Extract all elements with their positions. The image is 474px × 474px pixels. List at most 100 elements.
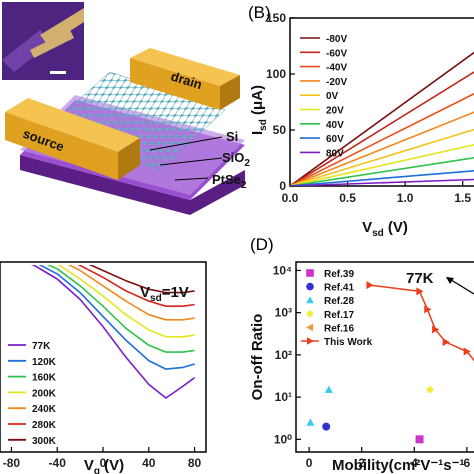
panel-d-marker-triangle-right [424, 305, 432, 314]
panel-d-legend-label: Ref.16 [324, 323, 354, 334]
panel-b-xticks: 0.0 0.5 1.0 1.5 [282, 181, 471, 205]
panel-c-series-line [88, 265, 195, 294]
panel-d-xtick-label: 6 [464, 456, 471, 470]
panel-b-xlabel: Vsd (V) [362, 219, 408, 239]
panel-b-series-line [290, 71, 474, 186]
panel-c-legend-label: 280K [32, 420, 57, 431]
panel-d-frame [295, 261, 474, 453]
panel-c-legend-label: 240K [32, 404, 57, 415]
panel-d-legend-label: Ref.41 [324, 283, 354, 294]
panel-b-legend-label: -40V [326, 63, 347, 74]
panel-b-series-line [290, 178, 474, 186]
panel-b-letter-visible: (B) [248, 3, 271, 22]
panel-b-series-line [290, 51, 474, 186]
panel-d-marker-triangle-right [366, 281, 374, 290]
panel-b-yticks: 0 50 100 150 [266, 11, 295, 193]
panel-d-marker-triangle-right [432, 325, 440, 334]
ptse2-leader [174, 177, 209, 181]
panel-d-marker-square [306, 269, 314, 277]
panel-d-legend-label: Ref.17 [324, 310, 354, 321]
sio2-leader [159, 157, 223, 166]
panel-d-ytick-label: 10² [275, 348, 292, 362]
panel-d-marker-triangle-right [463, 347, 471, 356]
panel-d-points [306, 281, 474, 444]
panel-d-marker-triangle-up [306, 296, 314, 304]
si-label: Si [226, 129, 238, 144]
panel-d-marker-triangle-up [324, 385, 333, 393]
panel-d-yticks: 10⁰ 10¹ 10² 10³ 10⁴ [273, 263, 301, 446]
panel-c-xticks: -80 -40 0 40 80 [3, 447, 202, 470]
panel-d-marker-circle [306, 282, 314, 291]
panel-d-series-line [369, 284, 474, 362]
drain-electrode [130, 48, 240, 110]
si-leader [149, 136, 223, 151]
panel-d-marker-triangle-left [306, 323, 314, 332]
panel-c-legend-label: 120K [32, 357, 57, 368]
panel-d-marker-diamond [306, 310, 314, 318]
panel-d-xtick-label: 4 [411, 456, 418, 470]
panel-c-series-line [30, 265, 196, 399]
panel-d-marker-square [415, 435, 424, 444]
ptse2-substrate-side [20, 155, 245, 215]
panel-b-xtick-label: 0.5 [339, 191, 356, 205]
panel-d-xtick-label: 2 [358, 456, 365, 470]
panel-d-legend-label: This Work [324, 337, 373, 348]
panel-d-xtick-label: 0 [306, 456, 313, 470]
panel-d-legend: Ref.39 Ref.41 Ref.28 Ref.17 Ref.16 This Work [301, 269, 373, 348]
panel-b-series-line [290, 128, 474, 186]
panel-b-chart: 0 50 100 150 0.0 0.5 1.0 1.5 -80V -60V -40V -20V 0… [249, 11, 474, 239]
panel-d-letter: (D) [250, 235, 274, 254]
panel-d-marker-triangle-up [306, 418, 315, 426]
source-electrode [5, 98, 140, 180]
panel-d-marker-triangle-right [442, 338, 450, 347]
inset-micrograph [2, 2, 84, 80]
panel-b-xtick-label: 1.0 [397, 191, 414, 205]
panel-c-series-line [57, 265, 195, 338]
panel-b-ytick-label: 50 [273, 123, 287, 137]
panel-b-xtick-label: 1.5 [454, 191, 471, 205]
panel-c-xtick-label: 0 [100, 456, 107, 470]
panel-c-xtick-label: 40 [142, 456, 156, 470]
panel-b-legend-label: -80V [326, 34, 347, 45]
panel-c-series-line [77, 265, 195, 307]
panel-b-legend-label: -20V [326, 77, 347, 88]
panel-d-annotation: 77K [406, 270, 434, 287]
panel-b-ytick-label: 100 [266, 67, 286, 81]
panel-d-legend-label: Ref.39 [324, 269, 354, 280]
panel-c-series-line [67, 265, 195, 321]
panel-b-frame [289, 17, 474, 187]
panel-d-marker-triangle-right [416, 287, 424, 296]
panel-d-legend-label: Ref.28 [324, 296, 354, 307]
panel-d-marker-circle [322, 422, 331, 431]
panel-d-xlabel: Mobility(cm²V⁻¹s⁻¹ [332, 457, 465, 474]
panel-c-series-line [46, 265, 195, 353]
panel-b-legend-label: 20V [326, 106, 344, 117]
panel-c-xtick-label: -80 [3, 456, 21, 470]
panel-b-ytick-label: 150 [266, 11, 286, 25]
panel-b-legend: -80V -60V -40V -20V 0V 20V 40V 60V 80V [300, 34, 347, 159]
panel-b-ytick-label: 0 [279, 179, 286, 193]
panel-d-ytick-label: 10⁰ [274, 432, 292, 446]
panel-c-xtick-label: 80 [188, 456, 202, 470]
panel-c-chart: -80 -40 0 40 80 77K120K160K200K240K280K300K … [0, 261, 207, 474]
panel-c-legend-label: 300K [32, 436, 57, 447]
panel-c-xlabel: Vg (V) [84, 457, 124, 474]
panel-d-ytick-label: 10³ [275, 306, 292, 320]
panel-b-ylabel: Isd (μA) [249, 85, 269, 135]
panel-d-ytick-label: 10¹ [275, 390, 292, 404]
panel-b-series-line [290, 92, 474, 186]
panel-c-legend: 77K 120K 160K 200K 240K 280K 300K [8, 341, 57, 447]
panel-c-legend-label: 77K [32, 341, 51, 352]
sio2-label: SiO2 [222, 150, 250, 169]
panel-b-legend-label: 40V [326, 120, 344, 131]
panel-b-legend-label: -60V [326, 48, 347, 59]
panel-b-series-line [290, 156, 474, 186]
panel-c-annotation: Vsd=1V [140, 284, 189, 304]
panel-b-series-line [290, 143, 474, 186]
panel-d-marker-diamond [426, 385, 435, 394]
panel-c-xtick-label: -40 [49, 456, 67, 470]
panel-d-marker-triangle-right [306, 337, 314, 345]
panel-b-series-line [290, 170, 474, 186]
panel-b-series-line [290, 111, 474, 186]
